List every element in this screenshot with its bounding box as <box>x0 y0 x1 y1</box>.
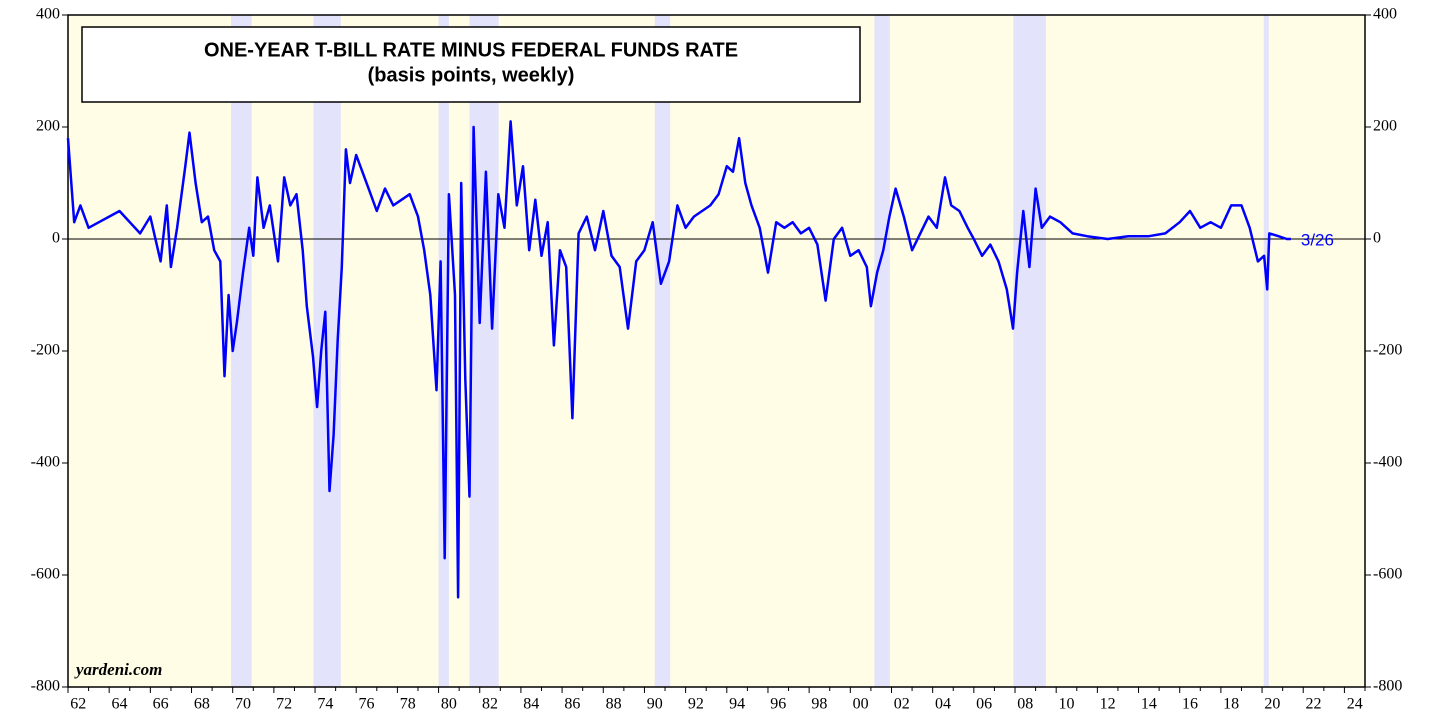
line-series <box>66 120 1291 599</box>
y2-tick-label: -200 <box>1373 342 1402 359</box>
x-tick-label: 82 <box>482 696 498 713</box>
y2-tick-label: 0 <box>1373 230 1381 247</box>
x-tick-label: 86 <box>564 696 580 713</box>
x-tick-label: 24 <box>1347 696 1363 713</box>
x-tick-label: 94 <box>729 696 745 713</box>
x-tick-label: 06 <box>976 696 992 713</box>
x-tick-label: 96 <box>770 696 786 713</box>
x-tick-label: 78 <box>400 696 416 713</box>
plot-background <box>68 15 1365 687</box>
x-tick-label: 72 <box>276 696 292 713</box>
y-tick-label: 0 <box>52 230 60 247</box>
x-tick-label: 90 <box>647 696 663 713</box>
x-tick-label: 20 <box>1264 696 1280 713</box>
x-tick-label: 10 <box>1058 696 1074 713</box>
title-box <box>81 26 861 103</box>
y-tick-label: -600 <box>31 566 60 583</box>
x-tick-label: 14 <box>1141 696 1157 713</box>
y-tick-label: 400 <box>36 6 60 23</box>
recession-band <box>231 15 252 687</box>
x-tick-label: 66 <box>153 696 169 713</box>
y2-tick-label: -600 <box>1373 566 1402 583</box>
x-tick-label: 16 <box>1182 696 1198 713</box>
y-tick-label: -400 <box>31 454 60 471</box>
x-tick-label: 84 <box>523 696 539 713</box>
x-tick-label: 98 <box>811 696 827 713</box>
recession-band <box>874 15 890 687</box>
y2-tick-label: 400 <box>1373 6 1397 23</box>
recession-band <box>438 15 449 687</box>
recession-band <box>469 15 499 687</box>
chart-subtitle: (basis points, weekly) <box>368 64 575 86</box>
x-tick-label: 00 <box>853 696 869 713</box>
x-tick-label: 04 <box>935 696 951 713</box>
recession-band <box>654 15 671 687</box>
y-tick-label: -200 <box>31 342 60 359</box>
x-tick-label: 64 <box>111 696 127 713</box>
x-tick-label: 76 <box>359 696 375 713</box>
recession-band <box>1263 15 1269 687</box>
chart-title: ONE-YEAR T-BILL RATE MINUS FEDERAL FUNDS… <box>204 39 738 61</box>
x-tick-label: 68 <box>194 696 210 713</box>
x-tick-label: 70 <box>235 696 251 713</box>
y2-tick-label: 200 <box>1373 118 1397 135</box>
x-tick-label: 92 <box>688 696 704 713</box>
recession-band <box>1013 15 1046 687</box>
x-tick-label: 02 <box>894 696 910 713</box>
x-tick-label: 74 <box>317 696 333 713</box>
x-tick-label: 80 <box>441 696 457 713</box>
x-tick-label: 12 <box>1100 696 1116 713</box>
x-tick-label: 08 <box>1017 696 1033 713</box>
x-tick-label: 62 <box>70 696 86 713</box>
x-tick-label: 88 <box>606 696 622 713</box>
y2-tick-label: -400 <box>1373 454 1402 471</box>
annotation: 3/26 <box>1301 230 1334 249</box>
y-tick-label: -800 <box>31 678 60 695</box>
y2-tick-label: -800 <box>1373 678 1402 695</box>
x-tick-label: 22 <box>1306 696 1322 713</box>
x-tick-label: 18 <box>1223 696 1239 713</box>
source: yardeni.com <box>74 660 162 679</box>
y-tick-label: 200 <box>36 118 60 135</box>
